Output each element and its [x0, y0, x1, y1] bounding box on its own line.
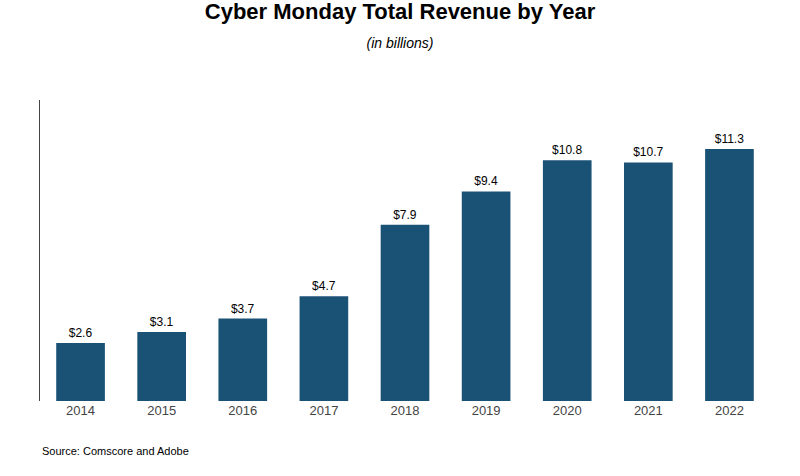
svg-text:Source: Comscore and Adobe: Source: Comscore and Adobe [42, 445, 189, 457]
svg-text:$9.4: $9.4 [474, 174, 498, 188]
svg-text:2020: 2020 [553, 403, 582, 418]
svg-text:2022: 2022 [715, 403, 744, 418]
svg-text:2021: 2021 [634, 403, 663, 418]
svg-text:2017: 2017 [309, 403, 338, 418]
svg-text:$2.6: $2.6 [69, 326, 93, 340]
svg-text:$10.7: $10.7 [633, 145, 663, 159]
svg-text:2014: 2014 [66, 403, 95, 418]
svg-text:$11.3: $11.3 [715, 132, 744, 146]
svg-text:2019: 2019 [472, 403, 501, 418]
svg-text:$3.1: $3.1 [150, 315, 174, 329]
svg-text:$10.8: $10.8 [552, 143, 582, 157]
svg-text:2018: 2018 [391, 403, 420, 418]
svg-text:$7.9: $7.9 [393, 208, 417, 222]
svg-text:$4.7: $4.7 [312, 279, 336, 293]
svg-text:2016: 2016 [228, 403, 257, 418]
svg-text:$3.7: $3.7 [231, 302, 255, 316]
svg-text:2015: 2015 [147, 403, 176, 418]
svg-text:Cyber Monday Total Revenue by: Cyber Monday Total Revenue by Year(in bi… [205, 0, 596, 51]
